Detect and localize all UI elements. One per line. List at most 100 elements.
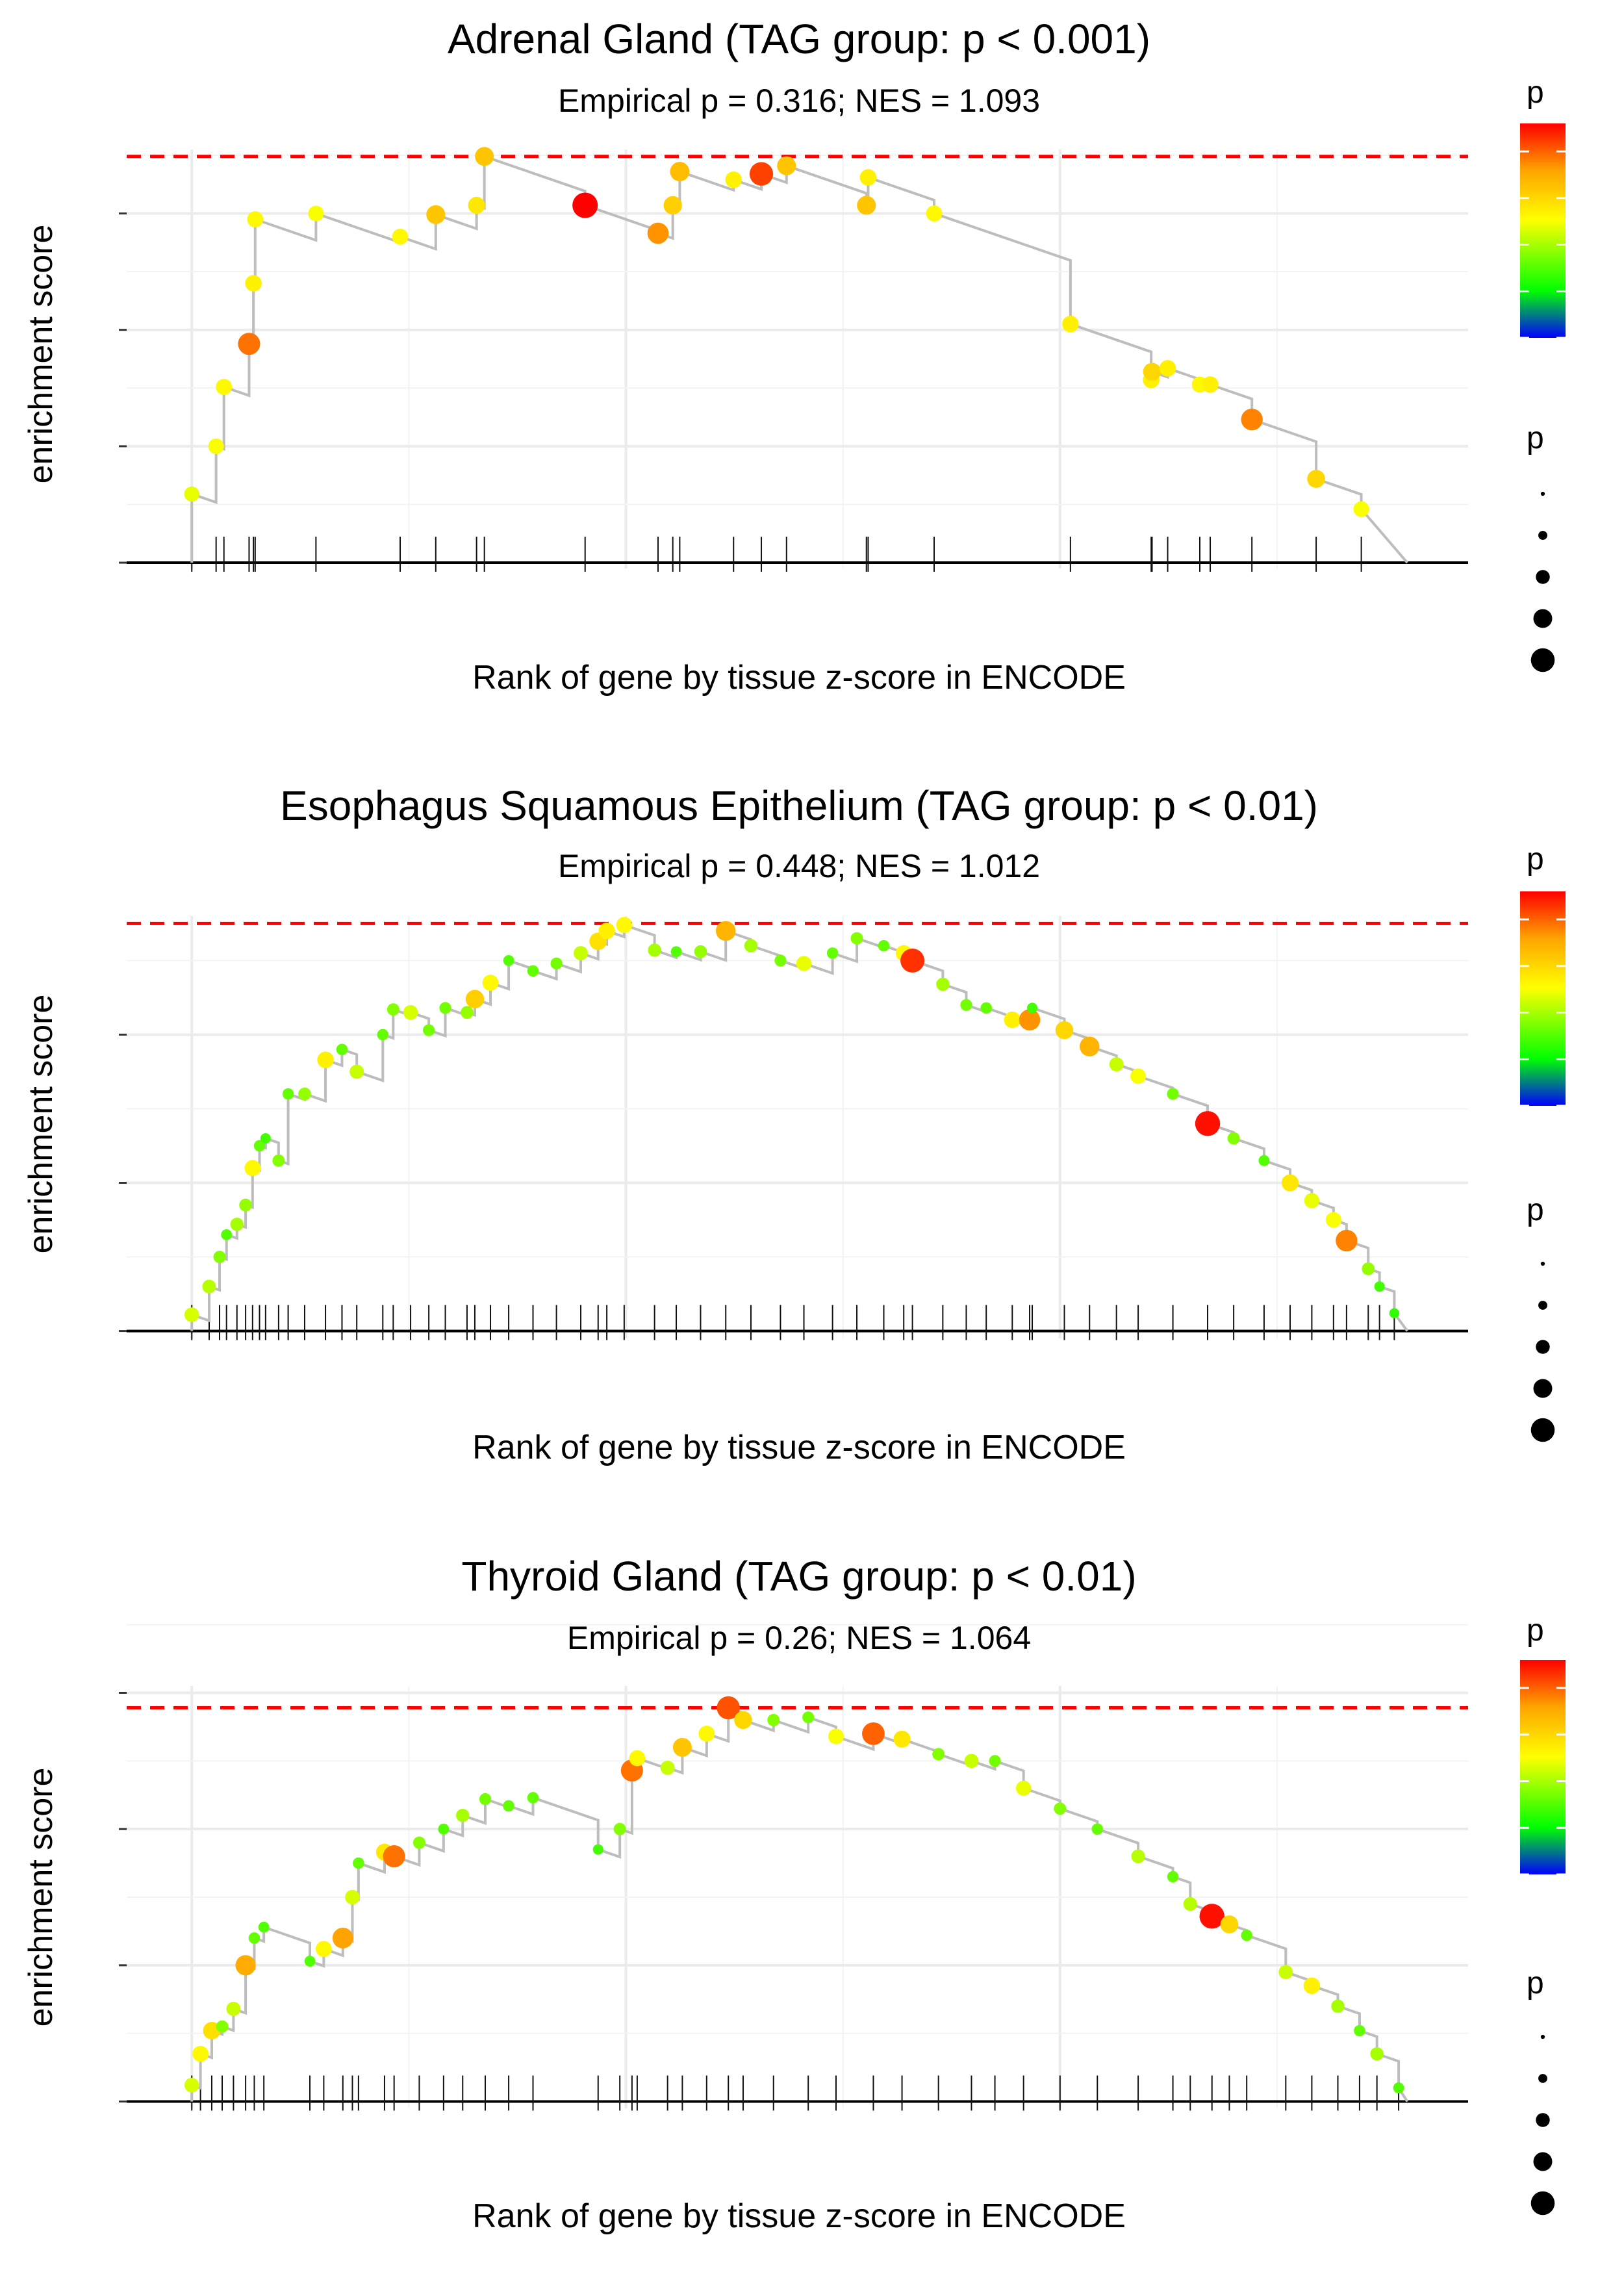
size-legend: p — [1527, 1193, 1555, 1442]
enrichment-point — [438, 1823, 450, 1835]
enrichment-point — [336, 1043, 348, 1056]
size-key-dot — [1540, 491, 1545, 496]
enrichment-point — [1241, 1929, 1252, 1941]
enrichment-point — [774, 954, 787, 967]
color-bar — [1520, 123, 1566, 338]
enrichment-point — [1227, 1132, 1240, 1145]
size-key-dot — [1533, 609, 1553, 628]
size-key-dot — [1538, 1301, 1547, 1310]
size-legend-title: p — [1527, 1966, 1544, 2000]
panel-subtitle: Empirical p = 0.26; NES = 1.064 — [567, 1620, 1031, 1656]
enrichment-point — [298, 1087, 311, 1101]
panel-subtitle: Empirical p = 0.448; NES = 1.012 — [558, 848, 1040, 884]
enrichment-point — [316, 1941, 332, 1958]
size-keys — [1530, 2034, 1555, 2216]
enrichment-point — [202, 1279, 216, 1294]
color-legend: p — [1520, 75, 1566, 339]
size-key-dot — [1533, 1379, 1553, 1398]
enrichment-point — [1055, 1021, 1074, 1040]
enrichment-point — [725, 171, 742, 188]
plot-area — [119, 147, 1468, 572]
enrichment-point — [272, 1154, 285, 1167]
enrichment-point — [698, 1726, 715, 1742]
enrichment-point — [1353, 501, 1369, 517]
enrichment-point — [1027, 1003, 1038, 1014]
size-keys — [1530, 1261, 1555, 1442]
enrichment-point — [878, 939, 890, 952]
size-key-dot — [1530, 648, 1555, 672]
enrichment-point — [926, 205, 943, 222]
enrichment-point — [1183, 1897, 1197, 1911]
enrichment-point — [1336, 1229, 1358, 1252]
enrichment-point — [503, 955, 514, 966]
enrichment-point — [572, 192, 598, 218]
enrichment-point — [475, 147, 494, 166]
enrichment-point — [802, 1711, 815, 1724]
panel-thyroid-gland: Thyroid Gland (TAG group: p < 0.01) Empi… — [22, 1553, 1566, 2235]
size-legend: p — [1527, 1966, 1555, 2216]
size-legend-title: p — [1527, 1193, 1544, 1227]
enrichment-point — [403, 1004, 418, 1020]
enrichment-point — [383, 1845, 405, 1868]
enrichment-point — [1370, 2047, 1384, 2061]
color-legend: p — [1520, 1613, 1566, 1876]
enrichment-point — [1304, 1193, 1320, 1208]
size-keys — [1530, 491, 1555, 672]
enrichment-point — [208, 438, 224, 454]
enrichment-point — [1354, 2025, 1365, 2037]
enrichment-point — [345, 1889, 360, 1905]
enrichment-point — [468, 196, 485, 214]
enrichment-point — [980, 1002, 992, 1014]
enrichment-point — [465, 990, 485, 1008]
color-legend-title: p — [1527, 842, 1544, 876]
enrichment-point — [412, 1836, 425, 1849]
enrichment-point — [1241, 408, 1263, 431]
enrichment-point — [767, 1713, 780, 1726]
enrichment-point — [1307, 470, 1325, 488]
enrichment-point — [282, 1088, 294, 1100]
color-ticks — [1520, 918, 1566, 1107]
enrichment-point — [893, 1730, 911, 1748]
size-legend-title: p — [1527, 421, 1544, 455]
enrichment-point — [423, 1024, 435, 1036]
x-axis-label: Rank of gene by tissue z-score in ENCODE — [472, 1429, 1126, 1466]
enrichment-point — [1019, 1009, 1041, 1030]
enrichment-point — [1278, 1965, 1293, 1980]
enrichment-curve — [190, 1706, 1409, 2102]
enrichment-point — [989, 1755, 1001, 1767]
enrichment-point — [1258, 1155, 1270, 1166]
enrichment-point — [527, 965, 539, 977]
enrichment-point — [1220, 1915, 1239, 1934]
size-key-dot — [1536, 2113, 1550, 2127]
enrichment-point — [1143, 363, 1161, 381]
enrichment-point — [1130, 1068, 1147, 1084]
enrichment-point — [1159, 360, 1176, 377]
enrichment-curve — [190, 923, 1409, 1332]
enrichment-point — [694, 945, 707, 958]
y-axis-label: enrichment score — [22, 995, 60, 1254]
enrichment-point — [1004, 1011, 1021, 1028]
panel-subtitle: Empirical p = 0.316; NES = 1.093 — [558, 83, 1040, 119]
enrichment-point — [1362, 1262, 1375, 1275]
enrichment-point — [1374, 1281, 1385, 1292]
enrichment-point — [226, 2002, 241, 2016]
color-legend-title: p — [1527, 75, 1544, 110]
enrichment-point — [964, 1754, 979, 1769]
enrichment-point — [1091, 1823, 1104, 1835]
plot-area — [119, 1624, 1468, 2111]
enrichment-point — [1016, 1780, 1032, 1796]
enrichment-point — [247, 211, 264, 227]
color-bar — [1520, 1660, 1566, 1874]
enrichment-point — [258, 1921, 270, 1933]
size-key-dot — [1536, 1340, 1550, 1354]
enrichment-point — [1167, 1871, 1179, 1883]
enrichment-point — [527, 1792, 539, 1804]
size-key-dot — [1530, 1418, 1555, 1442]
enrichment-point — [482, 975, 499, 991]
enrichment-point — [245, 275, 262, 292]
enrichment-point — [850, 932, 863, 945]
enrichment-point — [826, 947, 839, 959]
enrichment-point — [308, 205, 324, 222]
enrichment-point — [777, 156, 796, 175]
enrichment-point — [734, 1711, 752, 1730]
